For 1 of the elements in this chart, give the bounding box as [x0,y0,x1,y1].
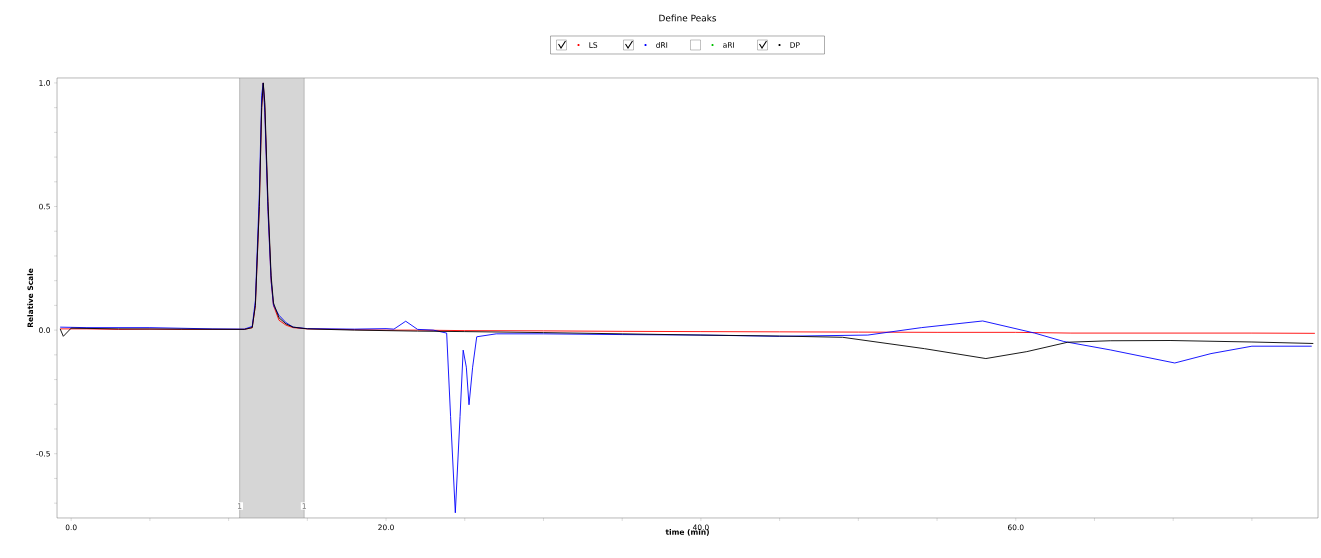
chart-title: Define Peaks [659,14,717,22]
